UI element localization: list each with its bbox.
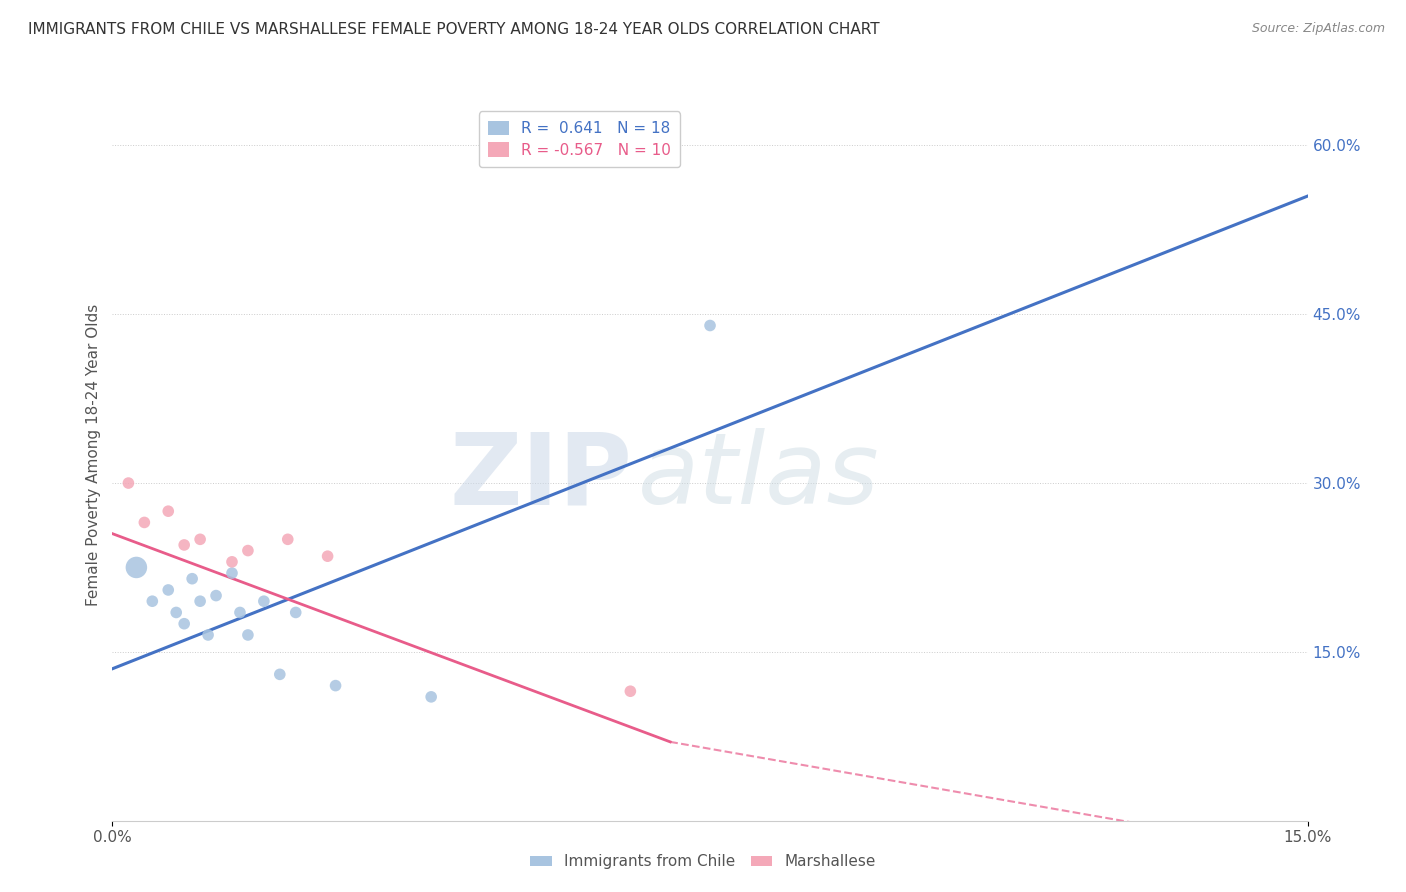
Legend: R =  0.641   N = 18, R = -0.567   N = 10: R = 0.641 N = 18, R = -0.567 N = 10	[478, 112, 681, 167]
Point	[157, 582, 180, 597]
Point	[134, 516, 156, 530]
Point	[173, 616, 195, 631]
Point	[205, 589, 228, 603]
Point	[221, 566, 243, 580]
Point	[157, 504, 180, 518]
Point	[316, 549, 339, 564]
Point	[181, 572, 204, 586]
Point	[117, 476, 139, 491]
Point	[165, 606, 187, 620]
Point	[277, 533, 299, 547]
Point	[188, 594, 211, 608]
Point	[284, 606, 307, 620]
Point	[253, 594, 276, 608]
Text: atlas: atlas	[638, 428, 880, 525]
Point	[188, 533, 211, 547]
Point	[236, 628, 259, 642]
Point	[269, 667, 291, 681]
Text: Source: ZipAtlas.com: Source: ZipAtlas.com	[1251, 22, 1385, 36]
Point	[236, 543, 259, 558]
Y-axis label: Female Poverty Among 18-24 Year Olds: Female Poverty Among 18-24 Year Olds	[86, 304, 101, 606]
Point	[325, 679, 347, 693]
Point	[229, 606, 252, 620]
Legend: Immigrants from Chile, Marshallese: Immigrants from Chile, Marshallese	[524, 848, 882, 875]
Point	[699, 318, 721, 333]
Point	[125, 560, 148, 574]
Point	[173, 538, 195, 552]
Point	[420, 690, 443, 704]
Point	[141, 594, 163, 608]
Point	[619, 684, 641, 698]
Point	[197, 628, 219, 642]
Text: ZIP: ZIP	[450, 428, 633, 525]
Text: IMMIGRANTS FROM CHILE VS MARSHALLESE FEMALE POVERTY AMONG 18-24 YEAR OLDS CORREL: IMMIGRANTS FROM CHILE VS MARSHALLESE FEM…	[28, 22, 880, 37]
Point	[221, 555, 243, 569]
